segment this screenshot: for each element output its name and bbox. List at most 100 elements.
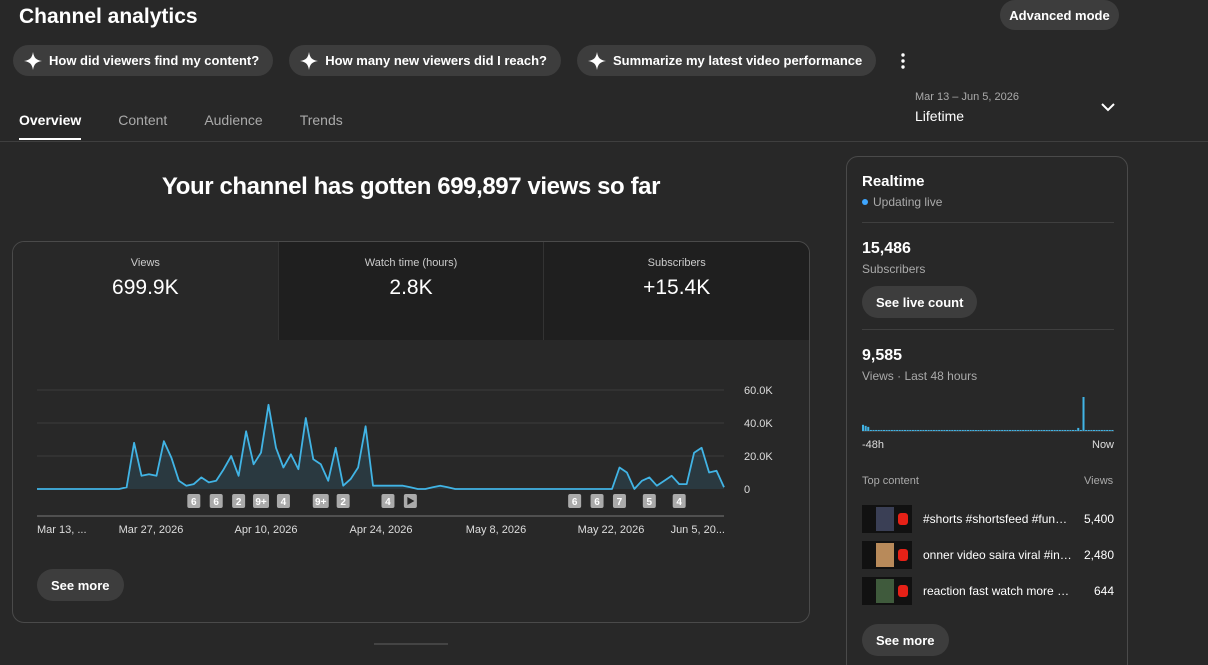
realtime-bar	[883, 429, 886, 431]
see-more-button[interactable]: See more	[37, 569, 124, 601]
realtime-bar	[1032, 429, 1035, 431]
video-views: 2,480	[1083, 548, 1114, 562]
x-tick-label: May 8, 2026	[466, 524, 527, 536]
scroll-handle[interactable]	[374, 643, 448, 645]
chip-summarize[interactable]: Summarize my latest video performance	[577, 45, 877, 76]
realtime-bar	[1006, 429, 1009, 431]
marker-count: 6	[191, 497, 197, 508]
marker-count: 6	[213, 497, 219, 508]
video-marker[interactable]: 2	[232, 494, 246, 508]
video-marker[interactable]: 4	[672, 494, 686, 508]
top-content-item[interactable]: onner video saira viral #india 2,480	[862, 541, 1114, 569]
chip-viewers-find[interactable]: How did viewers find my content?	[13, 45, 274, 76]
realtime-bar	[1022, 429, 1025, 431]
realtime-bar	[1085, 429, 1088, 431]
realtime-bar	[1014, 429, 1017, 431]
realtime-bar	[1108, 429, 1111, 431]
advanced-mode-button[interactable]: Advanced mode	[1000, 0, 1119, 30]
video-marker[interactable]: 6	[590, 494, 604, 508]
realtime-bar	[896, 429, 899, 431]
tab-audience[interactable]: Audience	[204, 112, 263, 128]
realtime-bar	[925, 429, 928, 431]
video-marker[interactable]: 9+	[253, 494, 270, 508]
realtime-bar	[1069, 429, 1072, 431]
marker-count: 2	[340, 497, 346, 508]
realtime-bar	[1030, 429, 1033, 431]
realtime-bar	[1056, 429, 1059, 431]
marker-count: 9+	[315, 497, 327, 508]
metric-views[interactable]: Views 699.9K	[13, 242, 278, 340]
realtime-bar	[961, 429, 964, 431]
chip-new-viewers[interactable]: How many new viewers did I reach?	[289, 45, 561, 76]
page-title: Channel analytics	[19, 5, 198, 28]
marker-count: 4	[676, 497, 682, 508]
realtime-bar	[977, 430, 980, 431]
top-content-item[interactable]: #shorts #shortsfeed #funny video 5,400	[862, 505, 1114, 533]
video-marker[interactable]: 5	[642, 494, 656, 508]
y-tick-label: 20.0K	[744, 451, 773, 463]
realtime-bar	[862, 424, 865, 431]
realtime-bar	[982, 429, 985, 431]
see-more-button[interactable]: See more	[862, 624, 949, 656]
realtime-bar	[1087, 429, 1090, 431]
realtime-bar	[1058, 429, 1061, 431]
video-marker[interactable]: 6	[187, 494, 201, 508]
tab-content[interactable]: Content	[118, 112, 168, 128]
x-tick-label: Apr 10, 2026	[235, 524, 298, 536]
realtime-bar	[980, 430, 983, 431]
y-tick-label: 40.0K	[744, 418, 773, 430]
metric-value: 2.8K	[389, 276, 433, 299]
realtime-bar	[1072, 429, 1075, 431]
realtime-bar	[985, 429, 988, 431]
chip-label: How did viewers find my content?	[49, 53, 260, 68]
live-status-text: Updating live	[873, 195, 943, 209]
see-live-count-button[interactable]: See live count	[862, 286, 978, 318]
realtime-bar	[959, 429, 962, 431]
realtime-bar	[972, 429, 975, 431]
metric-watch-time[interactable]: Watch time (hours) 2.8K	[277, 242, 544, 340]
video-marker[interactable]: 4	[276, 494, 290, 508]
y-tick-label: 60.0K	[744, 385, 773, 397]
video-marker[interactable]: 9+	[312, 494, 329, 508]
realtime-bar	[956, 429, 959, 431]
realtime-bar	[875, 429, 878, 431]
video-marker[interactable]: 7	[612, 494, 626, 508]
realtime-bar	[1011, 429, 1014, 431]
realtime-bar	[909, 429, 912, 431]
realtime-bar	[893, 429, 896, 431]
realtime-bar	[940, 429, 943, 431]
realtime-bar	[932, 429, 935, 431]
area-fill	[37, 404, 724, 489]
video-marker[interactable]: 6	[209, 494, 223, 508]
video-marker-play[interactable]	[403, 494, 417, 508]
video-marker[interactable]: 4	[381, 494, 395, 508]
series-line	[37, 403, 725, 490]
video-marker[interactable]: 6	[568, 494, 582, 508]
video-marker[interactable]: 2	[336, 494, 350, 508]
metric-value: +15.4K	[643, 276, 711, 299]
realtime-bar-chart[interactable]	[862, 389, 1114, 433]
realtime-bar	[1079, 429, 1082, 431]
chevron-down-icon	[1101, 103, 1115, 112]
views-line-chart[interactable]: 60.0K 40.0K 20.0K 0 6 6 2 9+ 4 9+ 2 4 6 6 7 5 4 Mar 13, .…	[13, 340, 809, 560]
date-range-picker[interactable]: Mar 13 – Jun 5, 2026 Lifetime	[915, 91, 1120, 127]
realtime-bar	[1077, 427, 1080, 431]
more-options-icon[interactable]	[892, 45, 914, 76]
tab-divider	[0, 141, 1208, 142]
metric-label: Views	[130, 257, 160, 269]
metric-subscribers[interactable]: Subscribers +15.4K	[543, 242, 809, 340]
realtime-views: 9,585	[862, 347, 903, 364]
tab-trends[interactable]: Trends	[299, 112, 343, 128]
realtime-bar	[943, 429, 946, 431]
realtime-bar	[953, 429, 956, 431]
tab-overview[interactable]: Overview	[19, 112, 82, 142]
metric-label: Watch time (hours)	[364, 257, 458, 269]
realtime-bar	[927, 429, 930, 431]
realtime-bar	[1103, 429, 1106, 431]
realtime-bar	[1100, 429, 1103, 431]
x-tick-label: Jun 5, 20...	[671, 524, 725, 536]
realtime-bar	[1061, 429, 1064, 431]
realtime-bar	[988, 429, 991, 431]
realtime-bar	[995, 429, 998, 431]
